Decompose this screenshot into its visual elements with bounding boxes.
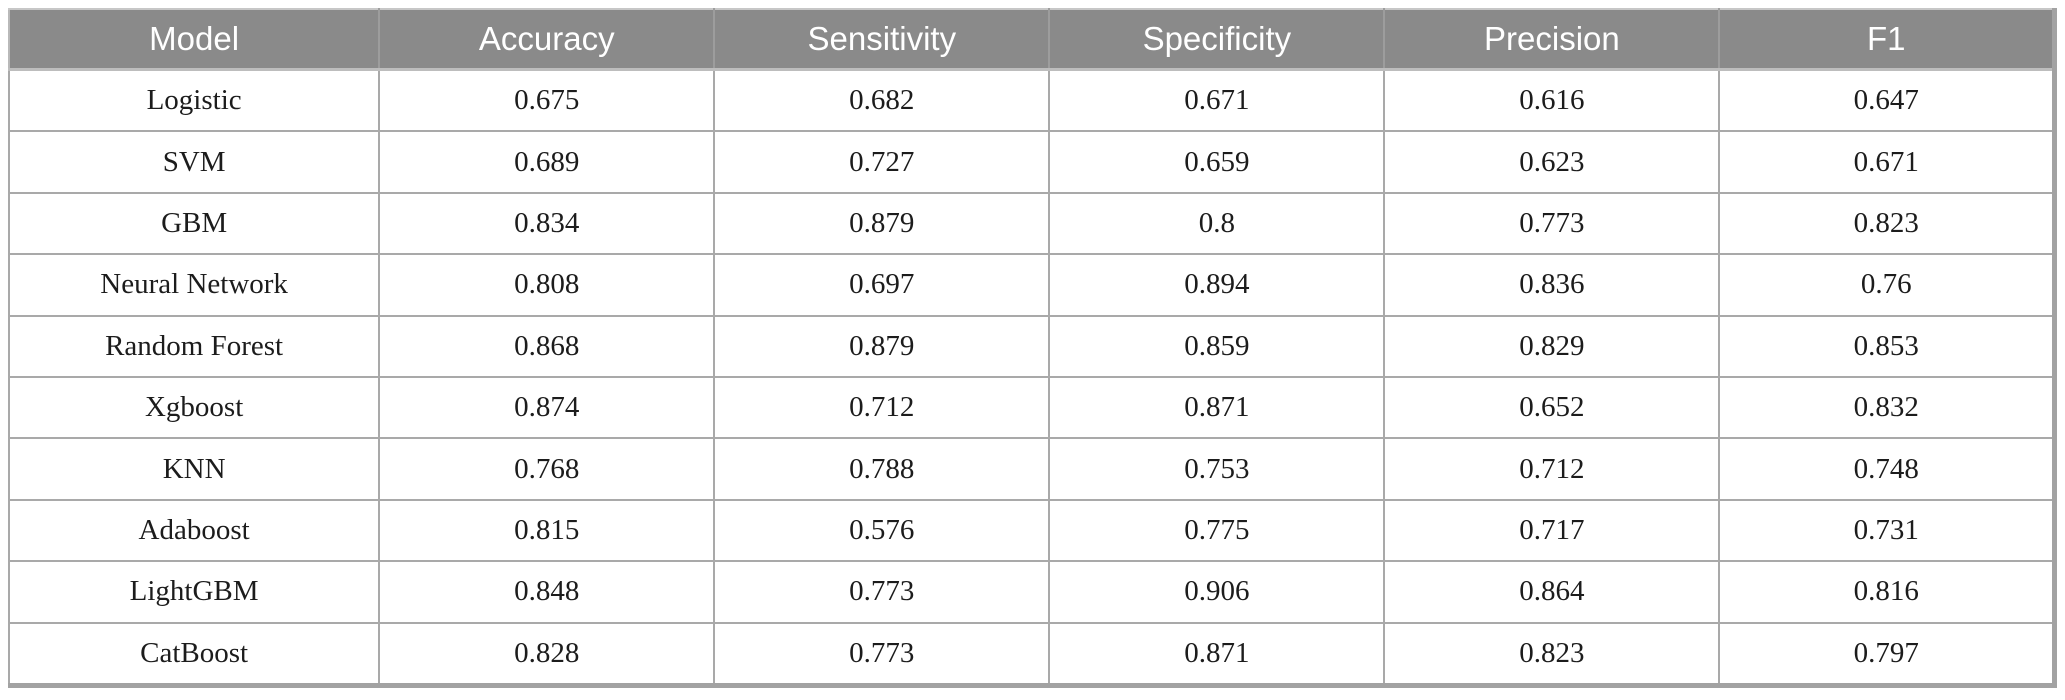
accuracy-cell: 0.834 xyxy=(378,191,716,256)
table-row-gbm: GBM 0.834 0.879 0.8 0.773 0.823 xyxy=(7,191,2056,256)
f1-cell: 0.671 xyxy=(1718,130,2056,194)
accuracy-cell: 0.689 xyxy=(378,130,716,194)
specificity-cell: 0.906 xyxy=(1048,560,1386,624)
model-cell: KNN xyxy=(7,437,381,501)
table-row-adaboost: Adaboost 0.815 0.576 0.775 0.717 0.731 xyxy=(7,498,2056,563)
f1-cell: 0.832 xyxy=(1718,375,2056,440)
sensitivity-cell: 0.879 xyxy=(713,191,1051,256)
accuracy-cell: 0.868 xyxy=(378,314,716,378)
f1-cell: 0.797 xyxy=(1718,621,2056,687)
model-cell: Xgboost xyxy=(7,375,381,440)
f1-cell: 0.76 xyxy=(1718,253,2056,317)
precision-cell: 0.823 xyxy=(1383,621,1721,687)
specificity-cell: 0.671 xyxy=(1048,68,1386,133)
column-header-model: Model xyxy=(9,9,381,71)
sensitivity-cell: 0.682 xyxy=(713,68,1051,133)
model-cell: Adaboost xyxy=(7,498,381,563)
specificity-cell: 0.775 xyxy=(1048,498,1386,563)
accuracy-cell: 0.874 xyxy=(378,375,716,440)
column-header-f1: F1 xyxy=(1718,9,2055,71)
sensitivity-cell: 0.576 xyxy=(713,498,1051,563)
model-cell: Neural Network xyxy=(7,253,381,317)
precision-cell: 0.652 xyxy=(1383,375,1721,440)
accuracy-cell: 0.675 xyxy=(378,68,716,133)
column-header-accuracy: Accuracy xyxy=(378,9,716,71)
table-row-knn: KNN 0.768 0.788 0.753 0.712 0.748 xyxy=(7,437,2056,501)
sensitivity-cell: 0.727 xyxy=(713,130,1051,194)
table-header-row: Model Accuracy Sensitivity Specificity P… xyxy=(9,9,2055,71)
accuracy-cell: 0.848 xyxy=(378,560,716,624)
sensitivity-cell: 0.788 xyxy=(713,437,1051,501)
sensitivity-cell: 0.773 xyxy=(713,560,1051,624)
column-header-precision: Precision xyxy=(1383,9,1721,71)
model-metrics-table: Model Accuracy Sensitivity Specificity P… xyxy=(7,8,2057,688)
column-header-sensitivity: Sensitivity xyxy=(713,9,1051,71)
precision-cell: 0.616 xyxy=(1383,68,1721,133)
model-cell: Random Forest xyxy=(7,314,381,378)
specificity-cell: 0.659 xyxy=(1048,130,1386,194)
accuracy-cell: 0.808 xyxy=(378,253,716,317)
sensitivity-cell: 0.697 xyxy=(713,253,1051,317)
sensitivity-cell: 0.712 xyxy=(713,375,1051,440)
model-cell: SVM xyxy=(7,130,381,194)
column-header-specificity: Specificity xyxy=(1048,9,1386,71)
specificity-cell: 0.8 xyxy=(1048,191,1386,256)
accuracy-cell: 0.768 xyxy=(378,437,716,501)
f1-cell: 0.823 xyxy=(1718,191,2056,256)
table-row-xgboost: Xgboost 0.874 0.712 0.871 0.652 0.832 xyxy=(7,375,2056,440)
table-row-random-forest: Random Forest 0.868 0.879 0.859 0.829 0.… xyxy=(7,314,2056,378)
f1-cell: 0.853 xyxy=(1718,314,2056,378)
f1-cell: 0.748 xyxy=(1718,437,2056,501)
precision-cell: 0.864 xyxy=(1383,560,1721,624)
model-cell: LightGBM xyxy=(7,560,381,624)
precision-cell: 0.829 xyxy=(1383,314,1721,378)
accuracy-cell: 0.815 xyxy=(378,498,716,563)
specificity-cell: 0.859 xyxy=(1048,314,1386,378)
model-cell: GBM xyxy=(7,191,381,256)
specificity-cell: 0.894 xyxy=(1048,253,1386,317)
table-row-logistic: Logistic 0.675 0.682 0.671 0.616 0.647 xyxy=(7,68,2056,133)
table-row-svm: SVM 0.689 0.727 0.659 0.623 0.671 xyxy=(7,130,2056,194)
f1-cell: 0.731 xyxy=(1718,498,2056,563)
precision-cell: 0.717 xyxy=(1383,498,1721,563)
table-row-lightgbm: LightGBM 0.848 0.773 0.906 0.864 0.816 xyxy=(7,560,2056,624)
f1-cell: 0.816 xyxy=(1718,560,2056,624)
accuracy-cell: 0.828 xyxy=(378,621,716,687)
table-row-catboost: CatBoost 0.828 0.773 0.871 0.823 0.797 xyxy=(7,621,2056,687)
f1-cell: 0.647 xyxy=(1718,68,2056,133)
specificity-cell: 0.871 xyxy=(1048,375,1386,440)
model-cell: CatBoost xyxy=(7,621,381,687)
sensitivity-cell: 0.773 xyxy=(713,621,1051,687)
table-row-neural-network: Neural Network 0.808 0.697 0.894 0.836 0… xyxy=(7,253,2056,317)
specificity-cell: 0.753 xyxy=(1048,437,1386,501)
precision-cell: 0.773 xyxy=(1383,191,1721,256)
precision-cell: 0.836 xyxy=(1383,253,1721,317)
precision-cell: 0.623 xyxy=(1383,130,1721,194)
precision-cell: 0.712 xyxy=(1383,437,1721,501)
model-cell: Logistic xyxy=(7,68,381,133)
specificity-cell: 0.871 xyxy=(1048,621,1386,687)
sensitivity-cell: 0.879 xyxy=(713,314,1051,378)
